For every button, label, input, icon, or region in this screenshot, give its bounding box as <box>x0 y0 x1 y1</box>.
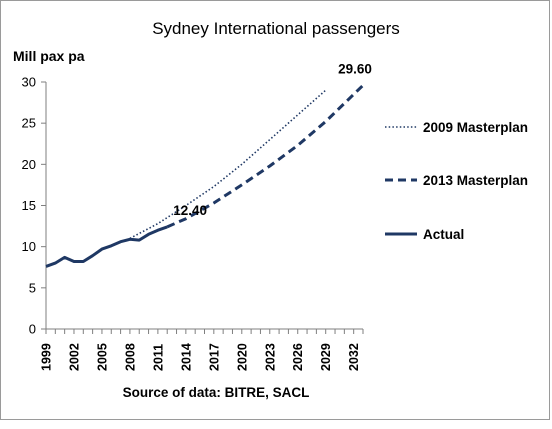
y-tick-label: 30 <box>22 75 36 90</box>
data-label: 29.60 <box>338 61 372 76</box>
x-tick-label: 1999 <box>40 343 54 371</box>
x-tick-label: 2029 <box>319 343 333 371</box>
x-tick-label: 2005 <box>95 343 109 371</box>
y-tick-label: 15 <box>22 198 36 213</box>
x-tick-label: 2032 <box>347 343 361 371</box>
data-label: 12.40 <box>173 203 207 218</box>
legend-label: 2009 Masterplan <box>423 120 528 135</box>
x-tick-label: 2011 <box>151 344 165 371</box>
x-tick-label: 2026 <box>291 343 305 371</box>
y-tick-label: 25 <box>22 116 36 131</box>
x-tick-label: 2002 <box>67 343 81 371</box>
series-line-2009-masterplan <box>129 89 327 240</box>
chart-title: Sydney International passengers <box>152 19 400 38</box>
x-tick-label: 2017 <box>207 343 221 371</box>
series-line-actual <box>45 225 168 268</box>
series-line-2013-masterplan <box>166 84 365 229</box>
y-tick-label: 0 <box>29 322 36 337</box>
y-tick-label: 10 <box>22 239 36 254</box>
legend: 2009 Masterplan 2013 Masterplan Actual <box>385 120 528 242</box>
plot-area: 0 5 10 15 20 25 30 1999 2002 2005 2008 2011 2014 2017… <box>22 61 372 371</box>
chart-frame: Sydney International passengers Mill pax… <box>0 0 550 420</box>
y-tick-label: 5 <box>29 280 36 295</box>
x-tick-label: 2008 <box>123 343 137 371</box>
x-tick-label: 2020 <box>235 343 249 371</box>
y-tick-label: 20 <box>22 157 36 172</box>
x-tick-label: 2023 <box>263 343 277 371</box>
legend-label: Actual <box>423 227 464 242</box>
x-tick-label: 2014 <box>179 343 193 371</box>
legend-label: 2013 Masterplan <box>423 173 528 188</box>
source-note: Source of data: BITRE, SACL <box>123 385 310 400</box>
chart: Sydney International passengers Mill pax… <box>13 19 528 400</box>
y-axis-title: Mill pax pa <box>13 48 85 64</box>
